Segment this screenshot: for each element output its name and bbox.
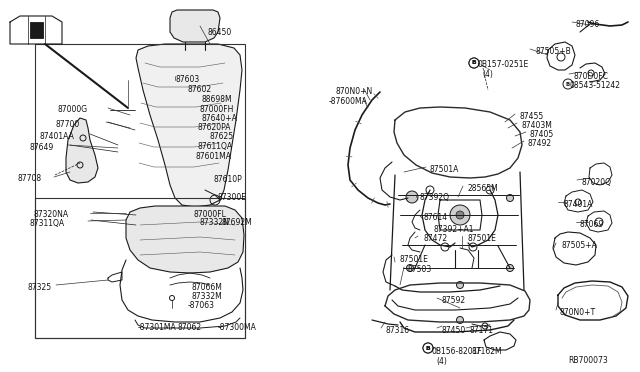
Circle shape — [406, 191, 418, 203]
Circle shape — [406, 264, 413, 272]
Text: (4): (4) — [482, 70, 493, 79]
Polygon shape — [136, 44, 242, 207]
Text: (4): (4) — [436, 357, 447, 366]
Text: 87611QA: 87611QA — [197, 142, 232, 151]
Text: 87601MA: 87601MA — [195, 152, 231, 161]
Bar — [35, 44, 245, 338]
Text: 08543-51242: 08543-51242 — [570, 81, 621, 90]
Text: 87692M: 87692M — [222, 218, 253, 227]
Text: 87066M: 87066M — [192, 283, 223, 292]
Text: 870N0+N: 870N0+N — [335, 87, 372, 96]
Text: 87405: 87405 — [529, 130, 553, 139]
Text: 87392Q: 87392Q — [419, 193, 449, 202]
Text: 87592: 87592 — [441, 296, 465, 305]
Text: 87062: 87062 — [177, 323, 201, 332]
Circle shape — [456, 211, 464, 219]
Text: 87503: 87503 — [407, 265, 431, 274]
Text: 87320NA: 87320NA — [33, 210, 68, 219]
Text: RB700073: RB700073 — [568, 356, 608, 365]
Text: B: B — [472, 61, 476, 65]
Text: -87063: -87063 — [188, 301, 215, 310]
Text: 28565M: 28565M — [468, 184, 499, 193]
Text: 87620PA: 87620PA — [198, 123, 232, 132]
Text: 0B157-0251E: 0B157-0251E — [478, 60, 529, 69]
Text: 87000FL: 87000FL — [193, 210, 226, 219]
Text: 87501A: 87501A — [429, 165, 458, 174]
Text: 87501E: 87501E — [399, 255, 428, 264]
Text: 87603: 87603 — [176, 75, 200, 84]
Text: 88698M: 88698M — [202, 95, 232, 104]
Circle shape — [423, 343, 433, 353]
Circle shape — [469, 58, 479, 68]
Text: -87600MA: -87600MA — [329, 97, 368, 106]
Text: 87640+A: 87640+A — [202, 114, 238, 123]
Text: B: B — [566, 81, 570, 87]
Text: 87505+A: 87505+A — [561, 241, 597, 250]
Text: 87401AA: 87401AA — [40, 132, 75, 141]
Text: 87649: 87649 — [29, 143, 53, 152]
Text: 0B156-8201F: 0B156-8201F — [432, 347, 483, 356]
Text: 87472: 87472 — [423, 234, 447, 243]
Circle shape — [506, 264, 513, 272]
Text: 87403M: 87403M — [521, 121, 552, 130]
Text: 87332M: 87332M — [192, 292, 223, 301]
Circle shape — [456, 317, 463, 324]
Polygon shape — [30, 22, 43, 38]
Text: 87316: 87316 — [385, 326, 409, 335]
Text: 87325: 87325 — [28, 283, 52, 292]
Text: 870D0FC: 870D0FC — [574, 72, 609, 81]
Text: 87392+A1: 87392+A1 — [434, 225, 474, 234]
Text: -87300MA: -87300MA — [218, 323, 257, 332]
Text: 87311QA: 87311QA — [29, 219, 64, 228]
Circle shape — [450, 205, 470, 225]
Polygon shape — [126, 206, 244, 273]
Text: 86450: 86450 — [208, 28, 232, 37]
Polygon shape — [66, 118, 98, 183]
Circle shape — [506, 195, 513, 202]
Text: 87000G: 87000G — [58, 105, 88, 114]
Text: 870N0+T: 870N0+T — [560, 308, 596, 317]
Text: 87171: 87171 — [470, 326, 494, 335]
Text: 87492: 87492 — [527, 139, 551, 148]
Text: 87501E: 87501E — [467, 234, 496, 243]
Text: 87455: 87455 — [519, 112, 543, 121]
Bar — [35, 198, 245, 338]
Text: 87610P: 87610P — [213, 175, 242, 184]
Text: 87602: 87602 — [188, 85, 212, 94]
Text: 87020Q: 87020Q — [582, 178, 612, 187]
Text: 87162M: 87162M — [472, 347, 502, 356]
Text: 87332N: 87332N — [200, 218, 230, 227]
Text: 87614: 87614 — [423, 213, 447, 222]
Text: B: B — [426, 346, 430, 350]
Polygon shape — [170, 10, 220, 42]
Text: B: B — [472, 61, 476, 65]
Text: 87096: 87096 — [576, 20, 600, 29]
Text: 87505+B: 87505+B — [535, 47, 571, 56]
Text: -87301MA: -87301MA — [138, 323, 177, 332]
Text: 87069: 87069 — [580, 220, 604, 229]
Text: 87000FH: 87000FH — [200, 105, 234, 114]
Circle shape — [406, 195, 413, 202]
Text: 87450: 87450 — [441, 326, 465, 335]
Circle shape — [456, 282, 463, 289]
Text: 87708: 87708 — [18, 174, 42, 183]
Text: 87700: 87700 — [56, 120, 80, 129]
Text: B: B — [426, 346, 431, 350]
Text: 87300E: 87300E — [218, 193, 247, 202]
Text: 87625: 87625 — [210, 132, 234, 141]
Text: 87401A: 87401A — [563, 200, 593, 209]
